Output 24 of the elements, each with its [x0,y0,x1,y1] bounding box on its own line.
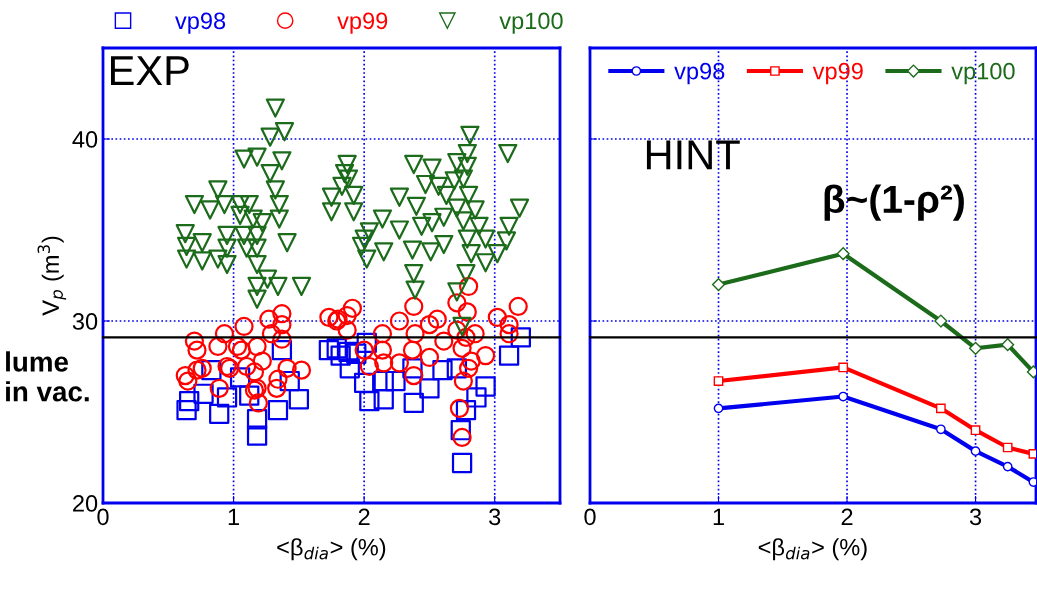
ref-line-label: lume in vac. [6,351,89,402]
x-tick-label: 3 [969,508,982,526]
annotation: HINT [646,140,740,170]
legend-label: vp98 [175,12,226,34]
legend-label: vp99 [337,12,388,34]
x-axis-title: <β$_{dia}$> (%) [758,538,867,561]
annotation: EXP [110,56,189,86]
annotation: β~(1-ρ²) [824,184,964,221]
y-tick-label: 40 [72,131,98,148]
y-axis-title: V$_{p}$ (m$^{3}$) [37,236,67,316]
x-tick-label: 2 [358,508,370,525]
x-tick-label: 0 [97,508,109,526]
x-tick-label: 1 [713,508,724,525]
x-tick-label: 3 [489,508,501,526]
legend-label: vp99 [812,62,863,85]
x-tick-label: 0 [584,508,596,526]
x-tick-label: 1 [228,508,239,525]
y-tick-label: 20 [73,495,98,512]
legend-label: vp100 [951,62,1015,85]
x-axis-title: <β$_{dia}$> (%) [277,538,386,561]
y-tick-label: 30 [72,313,98,330]
legend-label: vp98 [674,62,725,85]
legend-label: vp100 [499,12,563,34]
x-tick-label: 2 [841,508,853,525]
